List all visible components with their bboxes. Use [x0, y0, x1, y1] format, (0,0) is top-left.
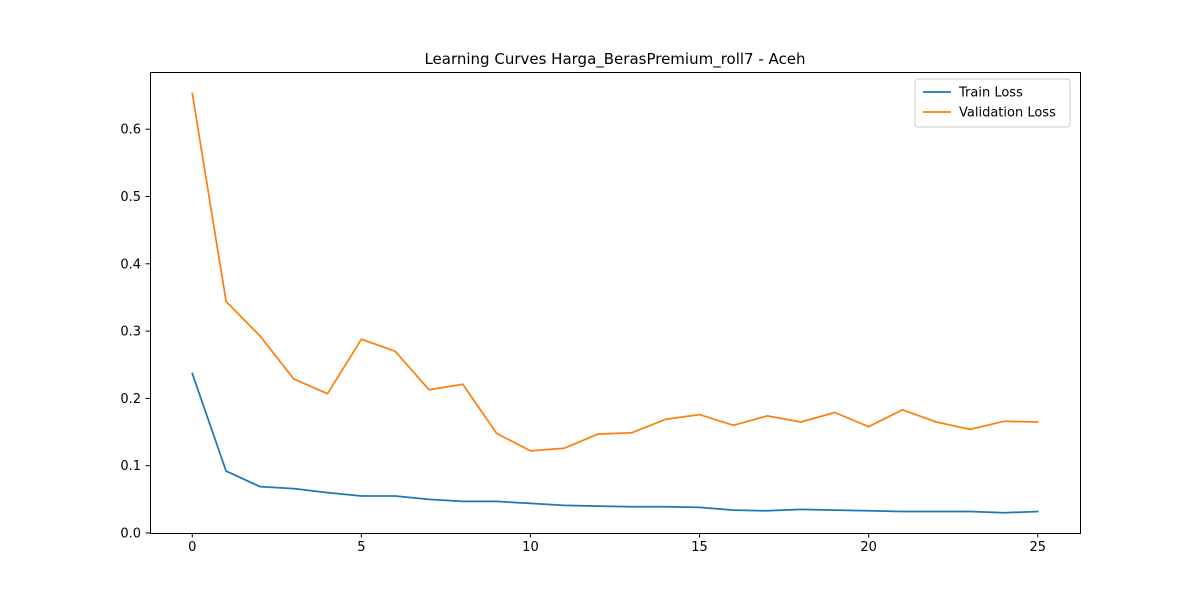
y-tick-label: 0.0: [120, 527, 141, 542]
x-axis: 0 5 10 15 20 25: [188, 533, 1046, 555]
legend: Train Loss Validation Loss: [914, 78, 1071, 128]
y-tick-label: 0.5: [120, 190, 141, 205]
y-tick-label: 0.2: [120, 392, 141, 407]
x-tick-label: 5: [357, 540, 365, 555]
x-tick-label: 0: [188, 540, 196, 555]
y-axis: 0.0 0.1 0.2 0.3 0.4 0.5 0.6: [120, 123, 150, 542]
plot-area-frame: [150, 72, 1081, 534]
series-line-1: [191, 92, 1039, 452]
series-layer: [191, 92, 1039, 514]
x-tick-label: 25: [1029, 540, 1046, 555]
y-tick-label: 0.6: [120, 123, 141, 138]
y-tick-label: 0.1: [120, 459, 141, 474]
chart-title: Learning Curves Harga_BerasPremium_roll7…: [424, 50, 805, 69]
legend-frame: [914, 78, 1071, 128]
x-tick-label: 20: [860, 540, 877, 555]
legend-label-0: Train Loss: [958, 86, 1023, 101]
y-tick-label: 0.3: [120, 325, 141, 340]
series-line-0: [191, 372, 1039, 514]
x-tick-label: 10: [522, 540, 539, 555]
y-tick-label: 0.4: [120, 257, 141, 272]
legend-label-1: Validation Loss: [959, 106, 1056, 121]
x-tick-label: 15: [691, 540, 708, 555]
